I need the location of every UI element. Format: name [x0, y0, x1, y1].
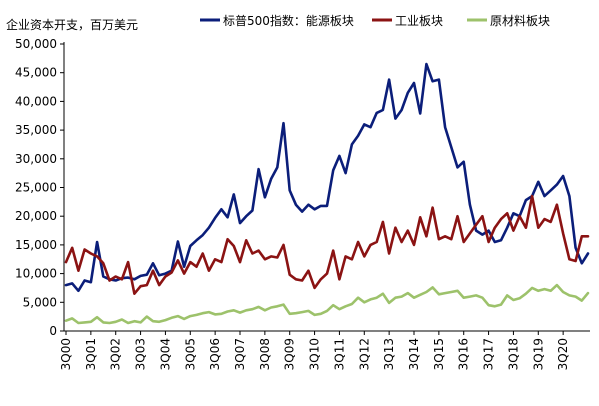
y-tick-label: 20,000: [15, 209, 57, 223]
x-tick-label: 3Q12: [357, 338, 371, 370]
x-tick-label: 3Q17: [482, 338, 496, 370]
x-tick-label: 3Q15: [432, 338, 446, 370]
y-tick-label: 50,000: [15, 37, 57, 51]
series-line-3: [64, 283, 590, 325]
y-tick-label: 0: [49, 324, 57, 338]
y-axis-title: 企业资本开支，百万美元: [6, 17, 138, 32]
y-tick-label: 35,000: [15, 123, 57, 137]
y-tick-label: 15,000: [15, 238, 57, 252]
y-tick-label: 45,000: [15, 66, 57, 80]
x-tick-label: 3Q11: [332, 338, 346, 370]
x-axis: 3Q00 3Q01 3Q02 3Q03 3Q04 3Q05 3Q06 3Q07 3Q08 3Q09…: [59, 330, 590, 370]
y-tick-label: 25,000: [15, 181, 57, 195]
x-tick-label: 3Q10: [308, 338, 322, 370]
x-tick-label: 3Q14: [407, 338, 421, 370]
x-tick-label: 3Q01: [84, 338, 98, 370]
x-tick-label: 3Q06: [208, 338, 222, 370]
x-tick-label: 3Q02: [109, 338, 123, 370]
y-tick-label: 40,000: [15, 94, 57, 108]
legend-label-2: 工业板块: [395, 14, 443, 28]
plot-area: [64, 62, 590, 325]
x-tick-label: 3Q00: [59, 338, 73, 370]
x-tick-label: 3Q09: [283, 338, 297, 370]
x-tick-label: 3Q08: [258, 338, 272, 370]
y-axis: 0 5,000 10,000 15,000 20,000 25,000 30,000 35,0…: [15, 37, 65, 338]
legend: 标普500指数：能源板块 工业板块 原材料板块: [200, 13, 550, 28]
x-tick-label: 3Q16: [457, 338, 471, 370]
x-tick-label: 3Q04: [158, 338, 172, 370]
series-line-2: [64, 194, 590, 296]
x-tick-label: 3Q05: [183, 338, 197, 370]
x-tick-label: 3Q07: [233, 338, 247, 370]
x-tick-label: 3Q18: [506, 338, 520, 370]
legend-label-1: 标普500指数：能源板块: [223, 13, 354, 28]
x-tick-label: 3Q03: [134, 338, 148, 370]
y-tick-label: 10,000: [15, 267, 57, 281]
series-line-1: [64, 62, 590, 293]
y-tick-label: 30,000: [15, 152, 57, 166]
x-tick-label: 3Q19: [531, 338, 545, 370]
legend-label-3: 原材料板块: [490, 14, 550, 28]
y-tick-label: 5,000: [23, 295, 57, 309]
x-tick-label: 3Q20: [556, 338, 570, 370]
x-tick-label: 3Q13: [382, 338, 396, 370]
